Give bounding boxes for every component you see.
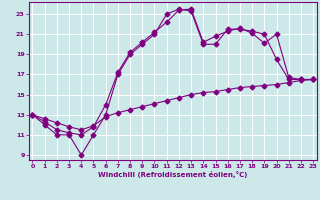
X-axis label: Windchill (Refroidissement éolien,°C): Windchill (Refroidissement éolien,°C)	[98, 171, 247, 178]
